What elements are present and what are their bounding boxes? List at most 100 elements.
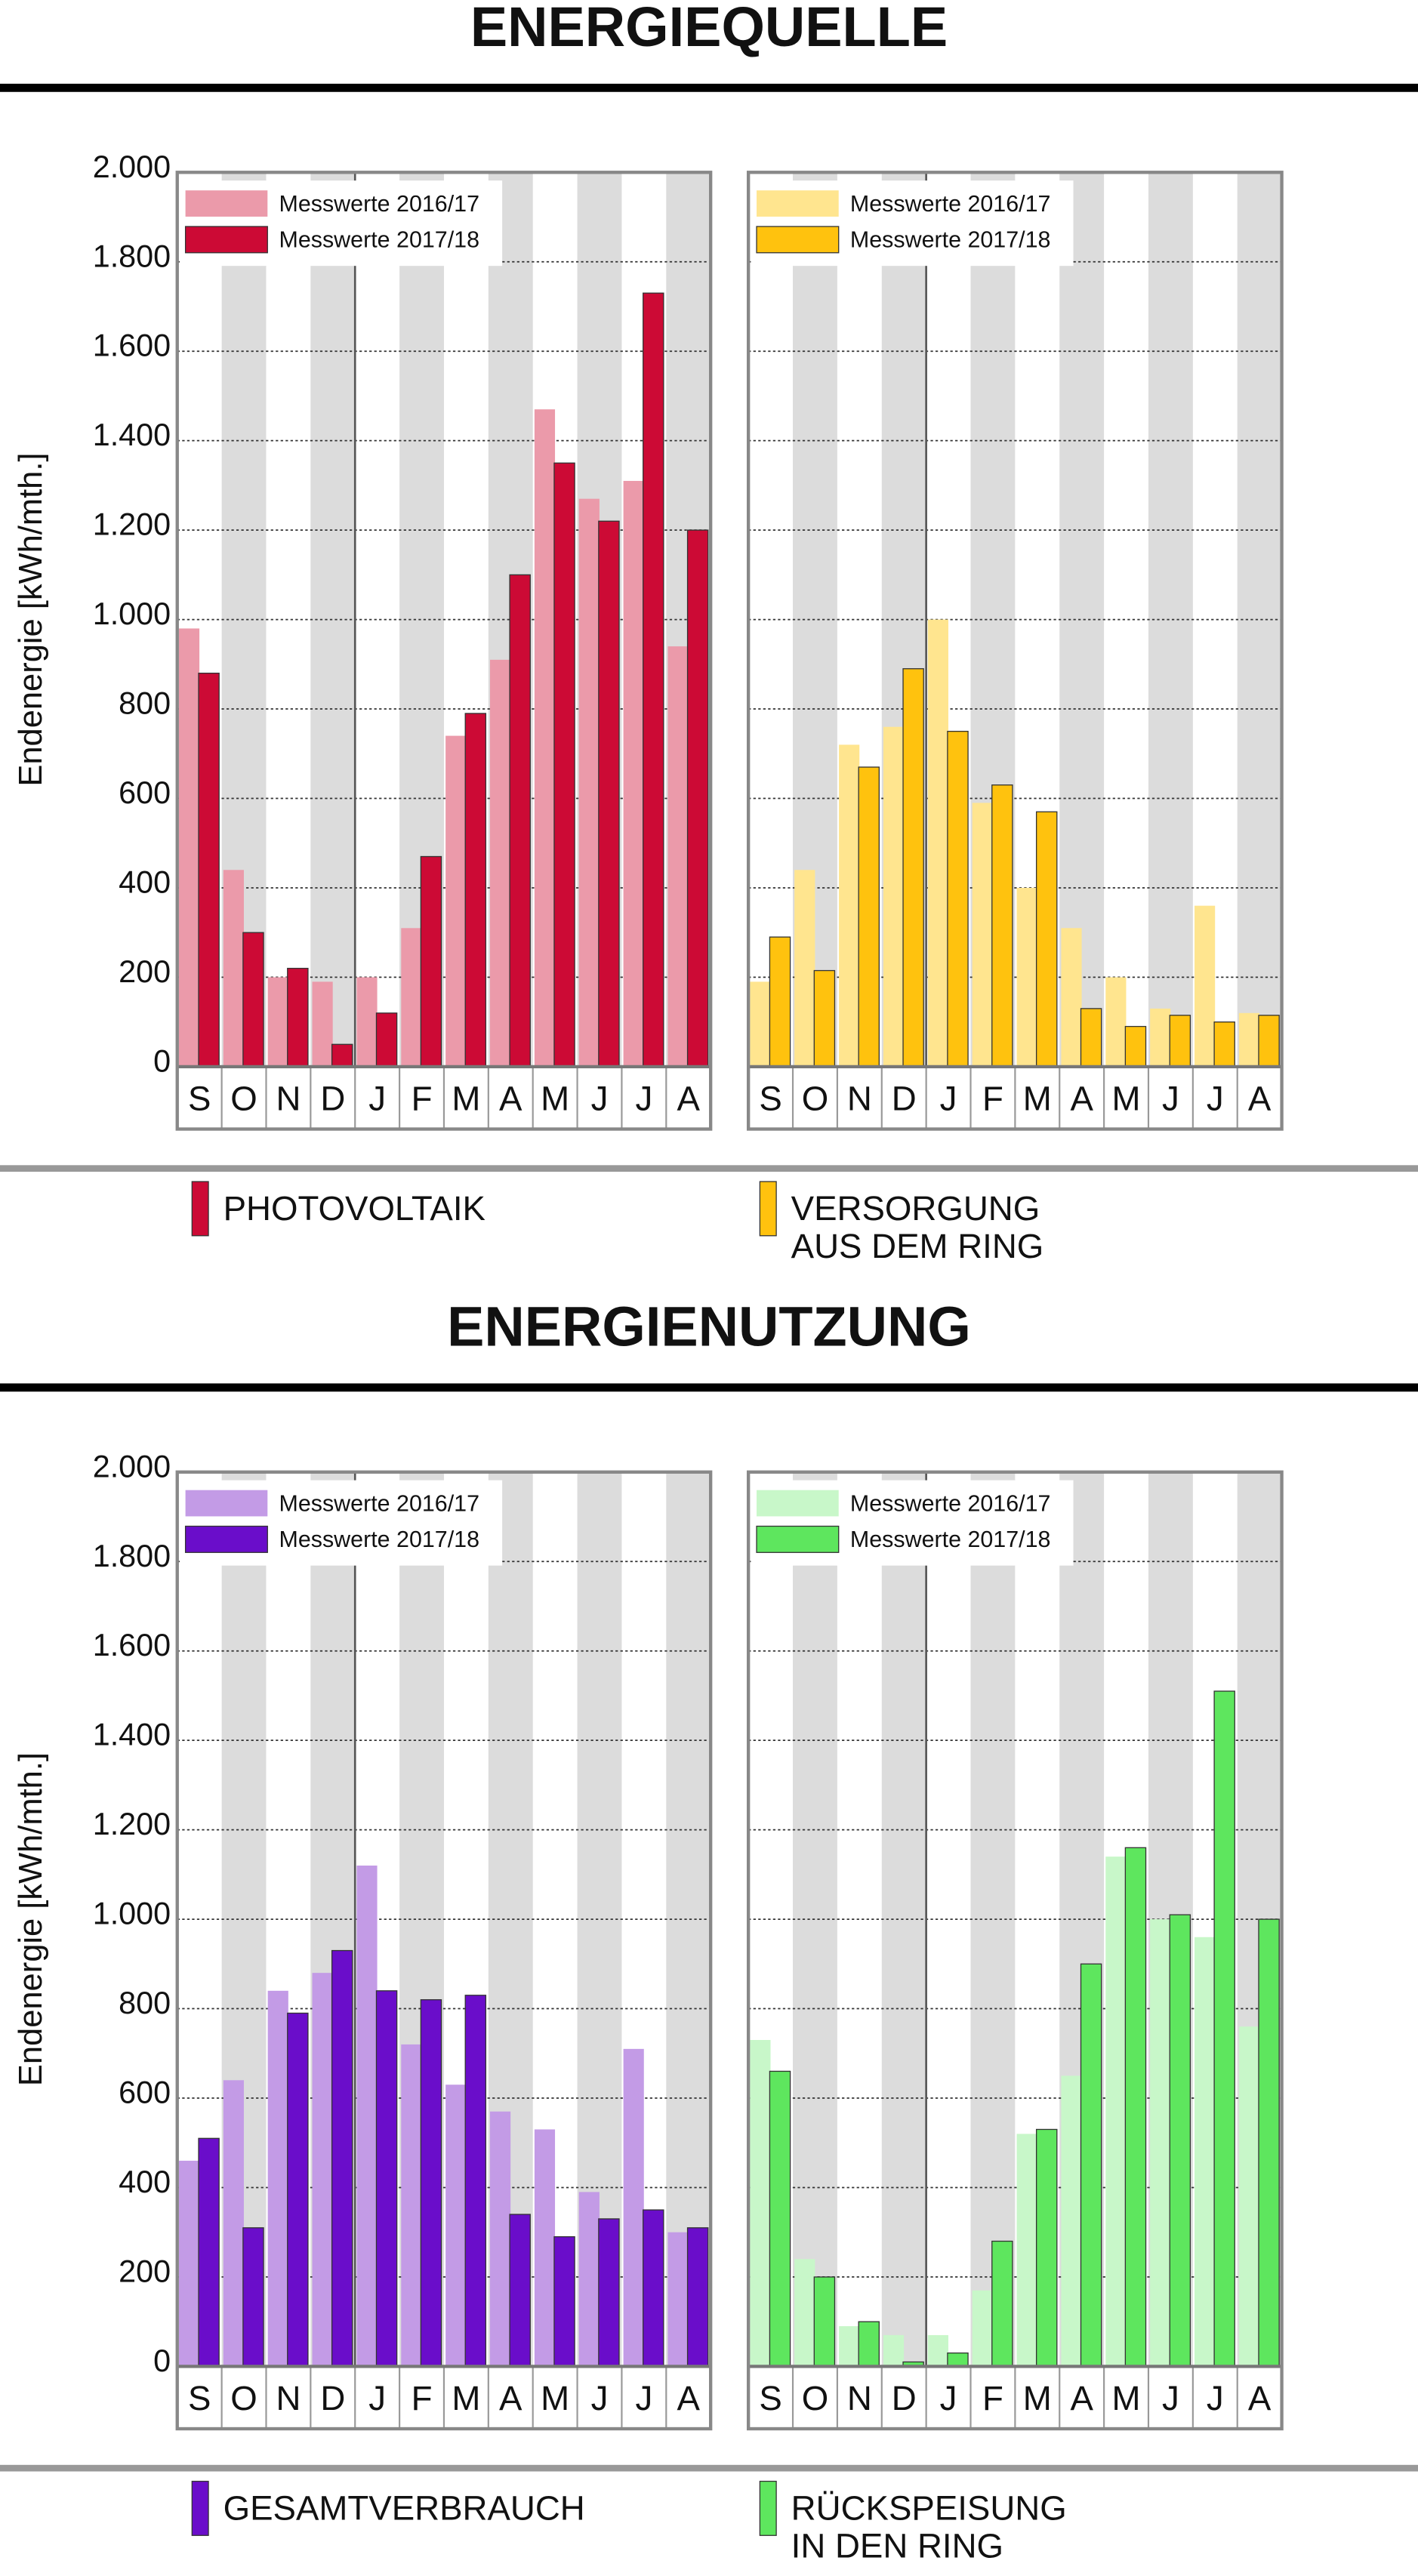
bar [1105, 1857, 1127, 2367]
bar [375, 1990, 398, 2368]
x-tick-label: O [802, 2379, 829, 2417]
x-tick-label: A [677, 2379, 701, 2417]
bar [445, 735, 467, 1067]
x-tick-label: F [982, 2379, 1003, 2417]
y-tick-label: 2.000 [93, 1449, 171, 1484]
legend-label: Messwerte 2016/17 [850, 191, 1051, 217]
bar [947, 731, 969, 1068]
bar [750, 2040, 771, 2367]
y-tick-label: 1.600 [93, 1628, 171, 1662]
bar [991, 2240, 1013, 2368]
bar [623, 2048, 644, 2367]
bar [267, 1990, 288, 2367]
bar [794, 2259, 815, 2367]
legend-label: RÜCKSPEISUNG [791, 2489, 1067, 2528]
bar [1016, 2134, 1037, 2367]
section-title: ENERGIEQUELLE [470, 0, 948, 58]
legend-swatch [184, 226, 268, 254]
bar [1035, 811, 1058, 1068]
legend-swatch [184, 1525, 268, 1553]
bar [1080, 1963, 1102, 2368]
bar [331, 1949, 353, 2368]
x-tick-label: O [230, 2379, 257, 2417]
bar [287, 967, 309, 1068]
bar [972, 2290, 993, 2367]
bar [927, 619, 948, 1067]
bar [356, 1866, 378, 2367]
bar [1238, 2026, 1260, 2367]
bar [1124, 1847, 1147, 2368]
x-tick-label: F [412, 2379, 433, 2417]
bar [1195, 1937, 1216, 2367]
bar [578, 2192, 600, 2367]
bar [991, 784, 1013, 1068]
legend-swatch [756, 1525, 840, 1553]
bar [178, 628, 200, 1067]
bar [578, 498, 600, 1067]
bar [643, 2209, 664, 2368]
legend-swatch [185, 190, 268, 217]
y-tick-label: 0 [153, 1043, 171, 1078]
bar [839, 744, 860, 1067]
x-tick-label: N [276, 1080, 301, 1118]
legend-label: IN DEN RING [791, 2527, 1003, 2565]
y-tick-label: 200 [119, 2254, 171, 2288]
x-tick-label: S [759, 1080, 781, 1118]
x-tick-label: N [847, 1080, 872, 1118]
bar [198, 2137, 220, 2368]
legend-label: Messwerte 2016/17 [850, 1490, 1051, 1516]
bar [490, 2111, 511, 2367]
x-tick-label: N [276, 2379, 301, 2417]
legend-label: VERSORGUNG [791, 1189, 1040, 1228]
bar [1124, 1025, 1147, 1068]
bar [947, 2352, 969, 2368]
bar [643, 292, 664, 1068]
bar [858, 2321, 880, 2368]
y-tick-label: 800 [119, 1986, 171, 2020]
panel-frame [175, 1470, 713, 2431]
bar [223, 870, 244, 1067]
column-band [881, 1471, 926, 2367]
bar [242, 932, 264, 1068]
bar [267, 977, 288, 1067]
column-band [666, 1471, 711, 2367]
bar [598, 520, 620, 1068]
legend-rule [0, 2464, 1418, 2472]
legend-rule [0, 1165, 1418, 1172]
bar [858, 766, 880, 1068]
bar [1238, 1012, 1260, 1067]
x-tick-label: J [1207, 1080, 1224, 1118]
y-tick-label: 400 [119, 2165, 171, 2199]
x-tick-label: A [1070, 2379, 1093, 2417]
bar [667, 2232, 689, 2367]
column-band [793, 1471, 837, 2367]
legend-label: AUS DEM RING [791, 1227, 1044, 1265]
bar [927, 2334, 948, 2367]
bar [839, 2326, 860, 2367]
bar [420, 855, 442, 1068]
y-tick-label: 0 [153, 2343, 171, 2378]
x-tick-label: A [1248, 2379, 1272, 2417]
x-tick-label: D [320, 2379, 345, 2417]
bar [553, 462, 575, 1068]
y-tick-label: 1.400 [93, 418, 171, 452]
column-band [310, 172, 356, 1067]
bar [1150, 1919, 1171, 2367]
bar [464, 713, 487, 1068]
legend-label: Messwerte 2016/17 [279, 191, 480, 217]
y-tick-label: 1.200 [93, 1807, 171, 1841]
bar [769, 936, 791, 1068]
x-tick-label: S [188, 1080, 211, 1118]
section-title: ENERGIENUTZUNG [447, 1295, 971, 1357]
panel-frame [175, 171, 713, 1131]
x-tick-label: J [591, 2379, 609, 2417]
panel-frame [746, 171, 1284, 1131]
bar [883, 2334, 905, 2367]
y-tick-label: 1.800 [93, 1539, 171, 1573]
x-tick-label: N [847, 2379, 872, 2417]
legend-swatch [759, 1181, 777, 1237]
legend-swatch [191, 2480, 209, 2536]
y-axis-title: Endenergie [kWh/mth.] [13, 1752, 49, 2086]
